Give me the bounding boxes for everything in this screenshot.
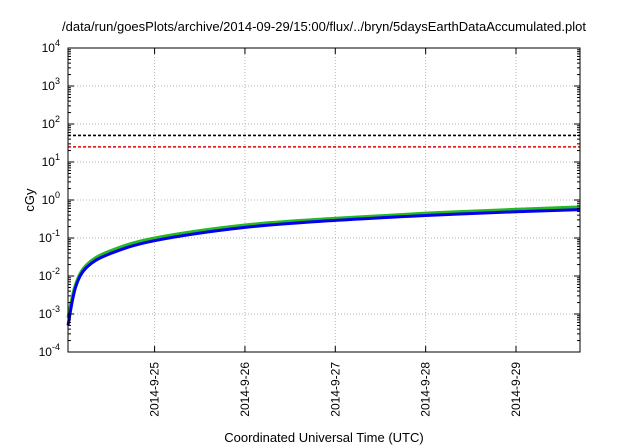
grid [68, 48, 580, 352]
y-tick-label: 10-1 [39, 228, 60, 245]
x-tick-label: 2014-9-27 [328, 362, 342, 417]
x-tick-label: 2014-9-26 [238, 362, 252, 417]
y-tick-label: 100 [42, 190, 60, 207]
y-tick-label: 10-3 [39, 304, 60, 321]
y-tick-label: 103 [42, 76, 60, 93]
x-axis-label: Coordinated Universal Time (UTC) [224, 430, 423, 445]
series [66, 205, 581, 326]
y-tick-label: 104 [42, 38, 60, 55]
y-tick-label: 10-2 [39, 266, 60, 283]
series-line-green [66, 205, 581, 319]
series-line-blue [66, 208, 581, 326]
y-tick-label: 10-4 [39, 342, 60, 359]
chart-title: /data/run/goesPlots/archive/2014-09-29/1… [62, 19, 586, 34]
x-tick-label: 2014-9-25 [148, 362, 162, 417]
x-tick-label: 2014-9-28 [419, 362, 433, 417]
x-ticks: 2014-9-25 2014-9-26 2014-9-27 2014-9-28 2014… [148, 48, 523, 417]
y-ticks: 10-4 10-3 10-2 10-1 100 101 102 103 104 [39, 38, 580, 359]
y-tick-label: 101 [42, 152, 60, 169]
x-tick-label: 2014-9-29 [509, 362, 523, 417]
reference-lines [68, 134, 580, 148]
y-axis-label: cGy [22, 188, 37, 212]
y-tick-label: 102 [42, 114, 60, 131]
